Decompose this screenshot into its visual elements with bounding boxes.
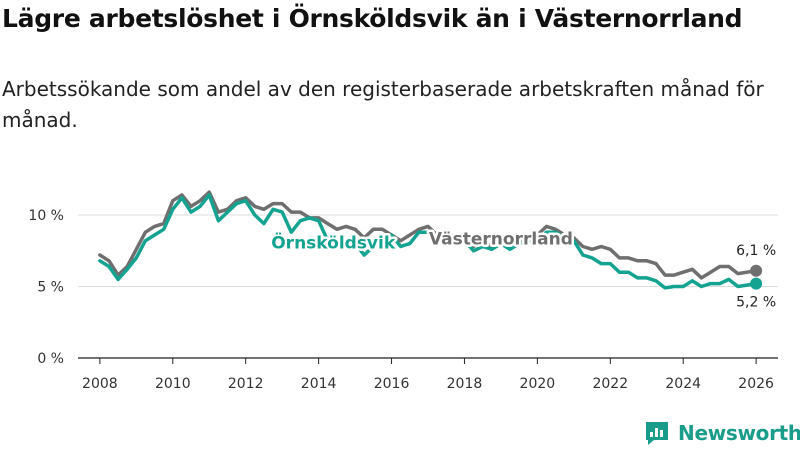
y-tick-label: 10 % [28, 208, 64, 224]
end-point-örnsköldsvik [750, 277, 763, 290]
x-tick-label: 2008 [82, 376, 118, 392]
y-tick-label: 0 % [37, 351, 64, 367]
chart-title: Lägre arbetslöshet i Örnsköldsvik än i V… [2, 4, 743, 33]
y-tick-label: 5 % [37, 280, 64, 296]
series-name-label: Västernorrland [429, 230, 573, 250]
x-tick-label: 2022 [592, 376, 628, 392]
bar-chart-logo-icon [646, 422, 668, 445]
series-line-örnsköldsvik [98, 193, 758, 290]
x-tick-label: 2014 [301, 376, 337, 392]
end-point-västernorrland [750, 264, 763, 277]
series-line-västernorrland [98, 190, 758, 280]
end-value-label: 5,2 % [736, 295, 776, 311]
x-tick-label: 2020 [520, 376, 556, 392]
x-tick-label: 2010 [155, 376, 191, 392]
end-value-label: 6,1 % [736, 243, 776, 259]
x-tick-label: 2012 [228, 376, 264, 392]
chart-subtitle: Arbetssökande som andel av den registerb… [2, 77, 764, 132]
x-tick-label: 2024 [665, 376, 701, 392]
x-tick-label: 2016 [374, 376, 410, 392]
x-tick-label: 2026 [738, 376, 774, 392]
series-name-label: Örnsköldsvik [271, 231, 396, 253]
brand-name: Newsworthy [678, 421, 800, 445]
x-tick-label: 2018 [447, 376, 483, 392]
newsworthy-brand[interactable]: Newsworthy [644, 420, 800, 446]
